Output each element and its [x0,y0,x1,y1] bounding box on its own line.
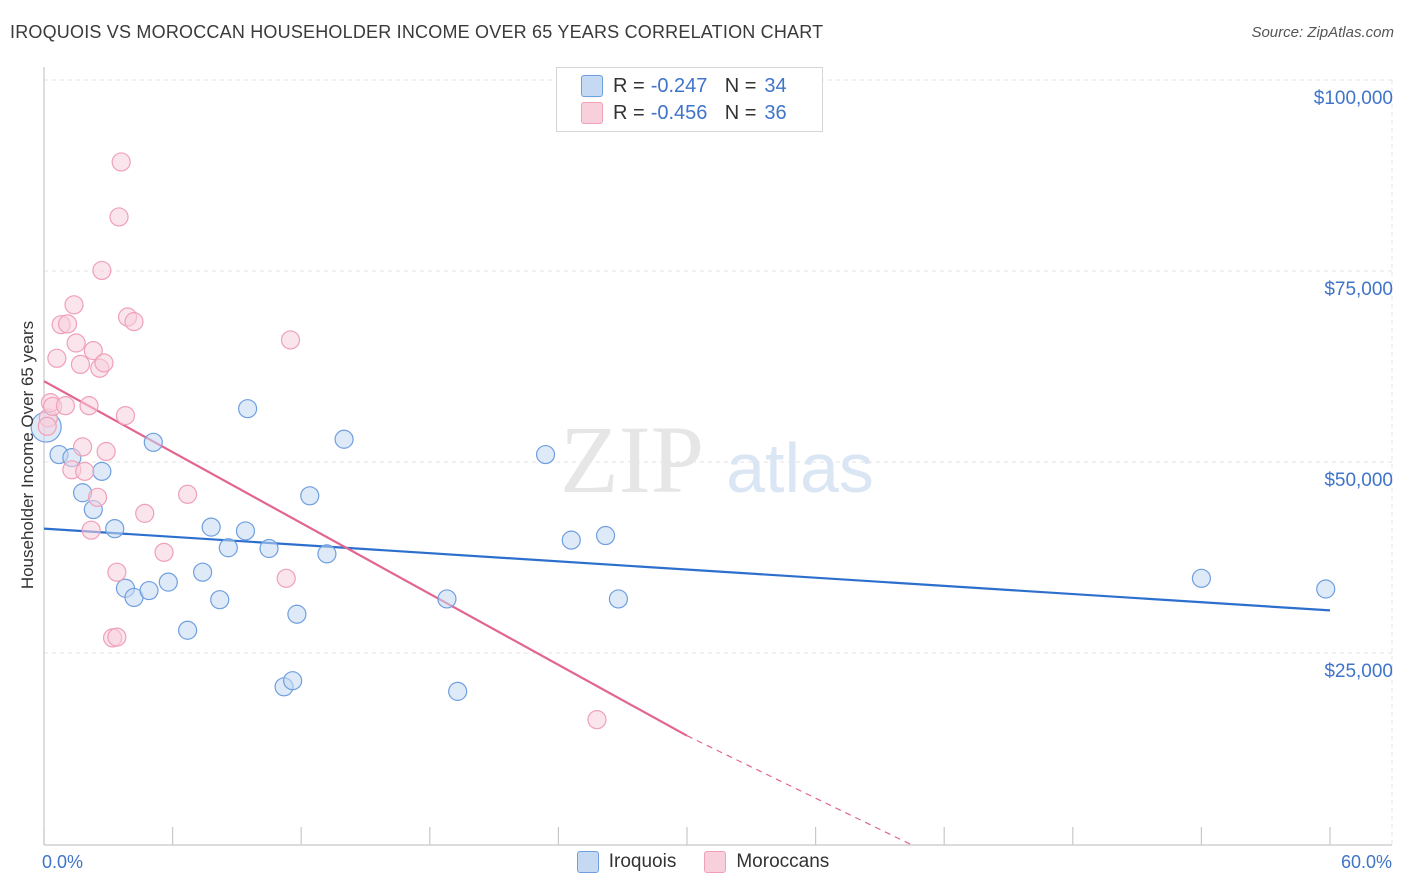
n-label: N = [724,101,757,124]
r-value: -0.456 [650,101,708,124]
moroccans-point [280,330,301,350]
iroquois-point [139,580,159,601]
iroquois-point [210,590,230,610]
iroquois-point [448,681,468,701]
y-tick-label: $50,000 [1324,470,1393,491]
legend-label-moroccans: Moroccans [736,851,830,872]
moroccans-trend-extension [686,735,913,846]
chart-title: IROQUOIS VS MOROCCAN HOUSEHOLDER INCOME … [10,22,824,42]
moroccans-point [107,627,127,647]
moroccans-point [57,314,78,334]
moroccans-point [75,461,95,481]
source-credit: Source: ZipAtlas.com [1251,24,1394,41]
iroquois-point [535,444,556,465]
series-legend: Iroquois Moroccans [0,851,1406,873]
legend-item-iroquois[interactable]: Iroquois [576,851,677,873]
moroccans-point [72,437,93,457]
n-label: N = [724,74,757,97]
r-label: R = [613,101,645,124]
moroccans-point [94,353,114,373]
x-axis-min-label: 0.0% [42,852,84,872]
moroccans-point [70,354,91,374]
grid-lines [44,79,1393,845]
iroquois-point [238,399,258,419]
legend-item-moroccans[interactable]: Moroccans [704,851,829,873]
y-tick-label: $100,000 [1314,88,1393,109]
iroquois-point [218,538,238,558]
iroquois-point [143,432,163,452]
watermark-atlas: atlas [726,429,874,507]
moroccans-point [587,710,607,730]
moroccans-point [178,484,198,504]
y-tick-labels: $25,000 $50,000 $75,000 $100,000 [1314,88,1393,682]
n-value: 34 [764,74,787,97]
iroquois-point [259,538,279,559]
iroquois-point [235,521,256,541]
iroquois-point [1316,579,1336,599]
moroccans-swatch [704,851,727,873]
iroquois-swatch [581,75,603,97]
moroccans-point [37,416,57,436]
r-label: R = [613,74,645,97]
iroquois-point [437,589,457,609]
y-tick-label: $75,000 [1324,279,1393,300]
moroccans-point [47,348,67,368]
moroccans-point [87,487,108,507]
iroquois-point [1191,568,1212,588]
moroccans-point [115,405,136,426]
iroquois-point [178,620,198,640]
watermark-zip: ZIP [560,406,704,513]
moroccans-point [92,260,112,281]
iroquois-trend-line [43,527,1331,612]
axes [43,67,1392,846]
moroccans-point [276,568,296,588]
iroquois-point [201,517,221,537]
moroccans-point [55,396,76,416]
iroquois-point [105,519,125,539]
x-axis-max-label: 60.0% [1340,852,1392,872]
watermark: ZIP atlas [560,406,874,513]
moroccans-point [83,341,103,361]
stats-legend: R = -0.247 N = 34 R = -0.456 N = 36 [556,67,823,132]
iroquois-swatch [576,851,599,873]
iroquois-point [317,544,337,564]
legend-row-iroquois: R = -0.247 N = 34 [581,73,787,99]
iroquois-point [158,572,178,592]
iroquois-point [561,530,581,550]
moroccans-point [107,562,127,582]
moroccans-point [154,542,174,562]
iroquois-point [283,671,303,691]
data-points [30,152,1336,730]
moroccans-point [109,207,129,227]
iroquois-point [193,562,213,582]
moroccans-swatch [581,102,603,124]
moroccans-point [111,152,131,172]
iroquois-point [608,589,629,609]
r-value: -0.247 [650,74,708,97]
moroccans-point [79,396,99,416]
moroccans-point [64,295,84,315]
iroquois-point [92,461,112,481]
iroquois-point [300,486,320,506]
legend-label-iroquois: Iroquois [608,851,677,872]
moroccans-point [135,503,155,523]
legend-row-moroccans: R = -0.456 N = 36 [581,100,787,126]
iroquois-point [287,604,307,624]
moroccans-point [124,312,144,332]
iroquois-point [595,525,616,546]
y-tick-label: $25,000 [1324,661,1393,682]
n-value: 36 [764,101,787,124]
iroquois-point [334,429,354,449]
moroccans-point [66,333,86,353]
moroccans-point [96,441,116,462]
moroccans-point [81,520,101,540]
y-axis-label: Householder Income Over 65 years [18,320,37,590]
